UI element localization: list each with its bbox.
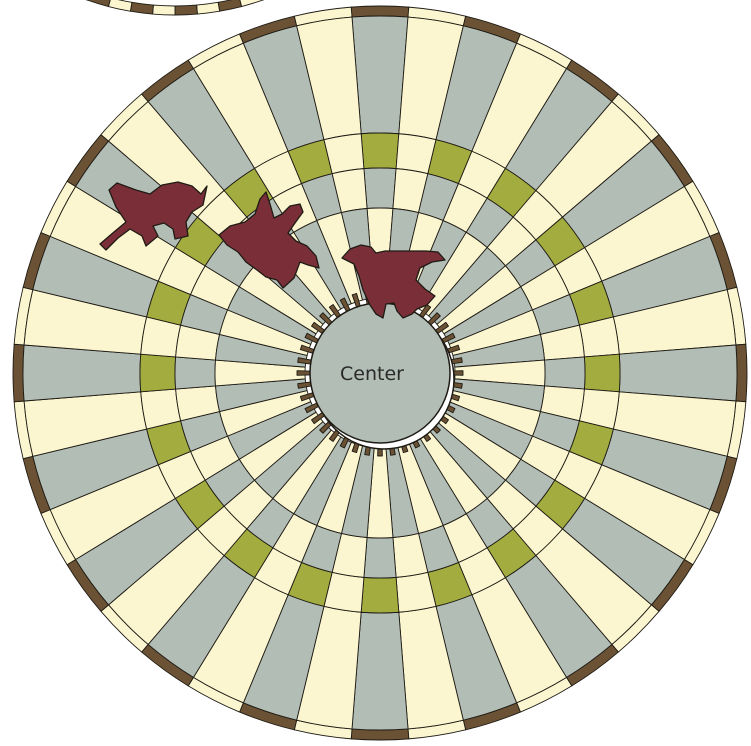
wedge-gray-outer (351, 611, 409, 731)
bird-icon (341, 244, 446, 319)
top-block-rim-segment (86, 0, 111, 8)
bird-appliques (99, 181, 446, 319)
wedge-gray-outer (22, 344, 142, 402)
wedge-green (360, 576, 400, 614)
wedge-gray-outer (618, 344, 738, 402)
top-block-rim-segment (174, 4, 198, 16)
wedge-tip (296, 370, 311, 376)
center-label: Center (340, 363, 404, 385)
bird-icon (99, 181, 208, 251)
wedge-rim (735, 343, 748, 403)
wedge-gray-outer (351, 15, 409, 135)
top-block-rim-segment (196, 1, 221, 15)
wedge-green (583, 353, 621, 393)
wedge-gray-inner (544, 356, 586, 390)
top-block-rim-segment (107, 0, 133, 12)
wedge-gray-inner (363, 537, 397, 579)
wedge-gray-inner (363, 167, 397, 209)
top-block-fragment (85, 0, 265, 16)
top-block-rim-segment (239, 0, 264, 8)
center-circle: Center (309, 302, 455, 450)
wedge-green (139, 353, 177, 393)
wedge-gray-inner (174, 356, 216, 390)
top-block-rim-segment (152, 4, 176, 16)
dresden-plate-ring (12, 5, 748, 741)
top-block-rim-segment (129, 1, 154, 15)
wedge-rim (350, 5, 410, 18)
bird-icon (218, 191, 320, 289)
wedge-rim (350, 728, 410, 741)
wedge-green (360, 132, 400, 170)
top-block-rim-segment (217, 0, 243, 12)
wedge-rim (12, 343, 25, 403)
